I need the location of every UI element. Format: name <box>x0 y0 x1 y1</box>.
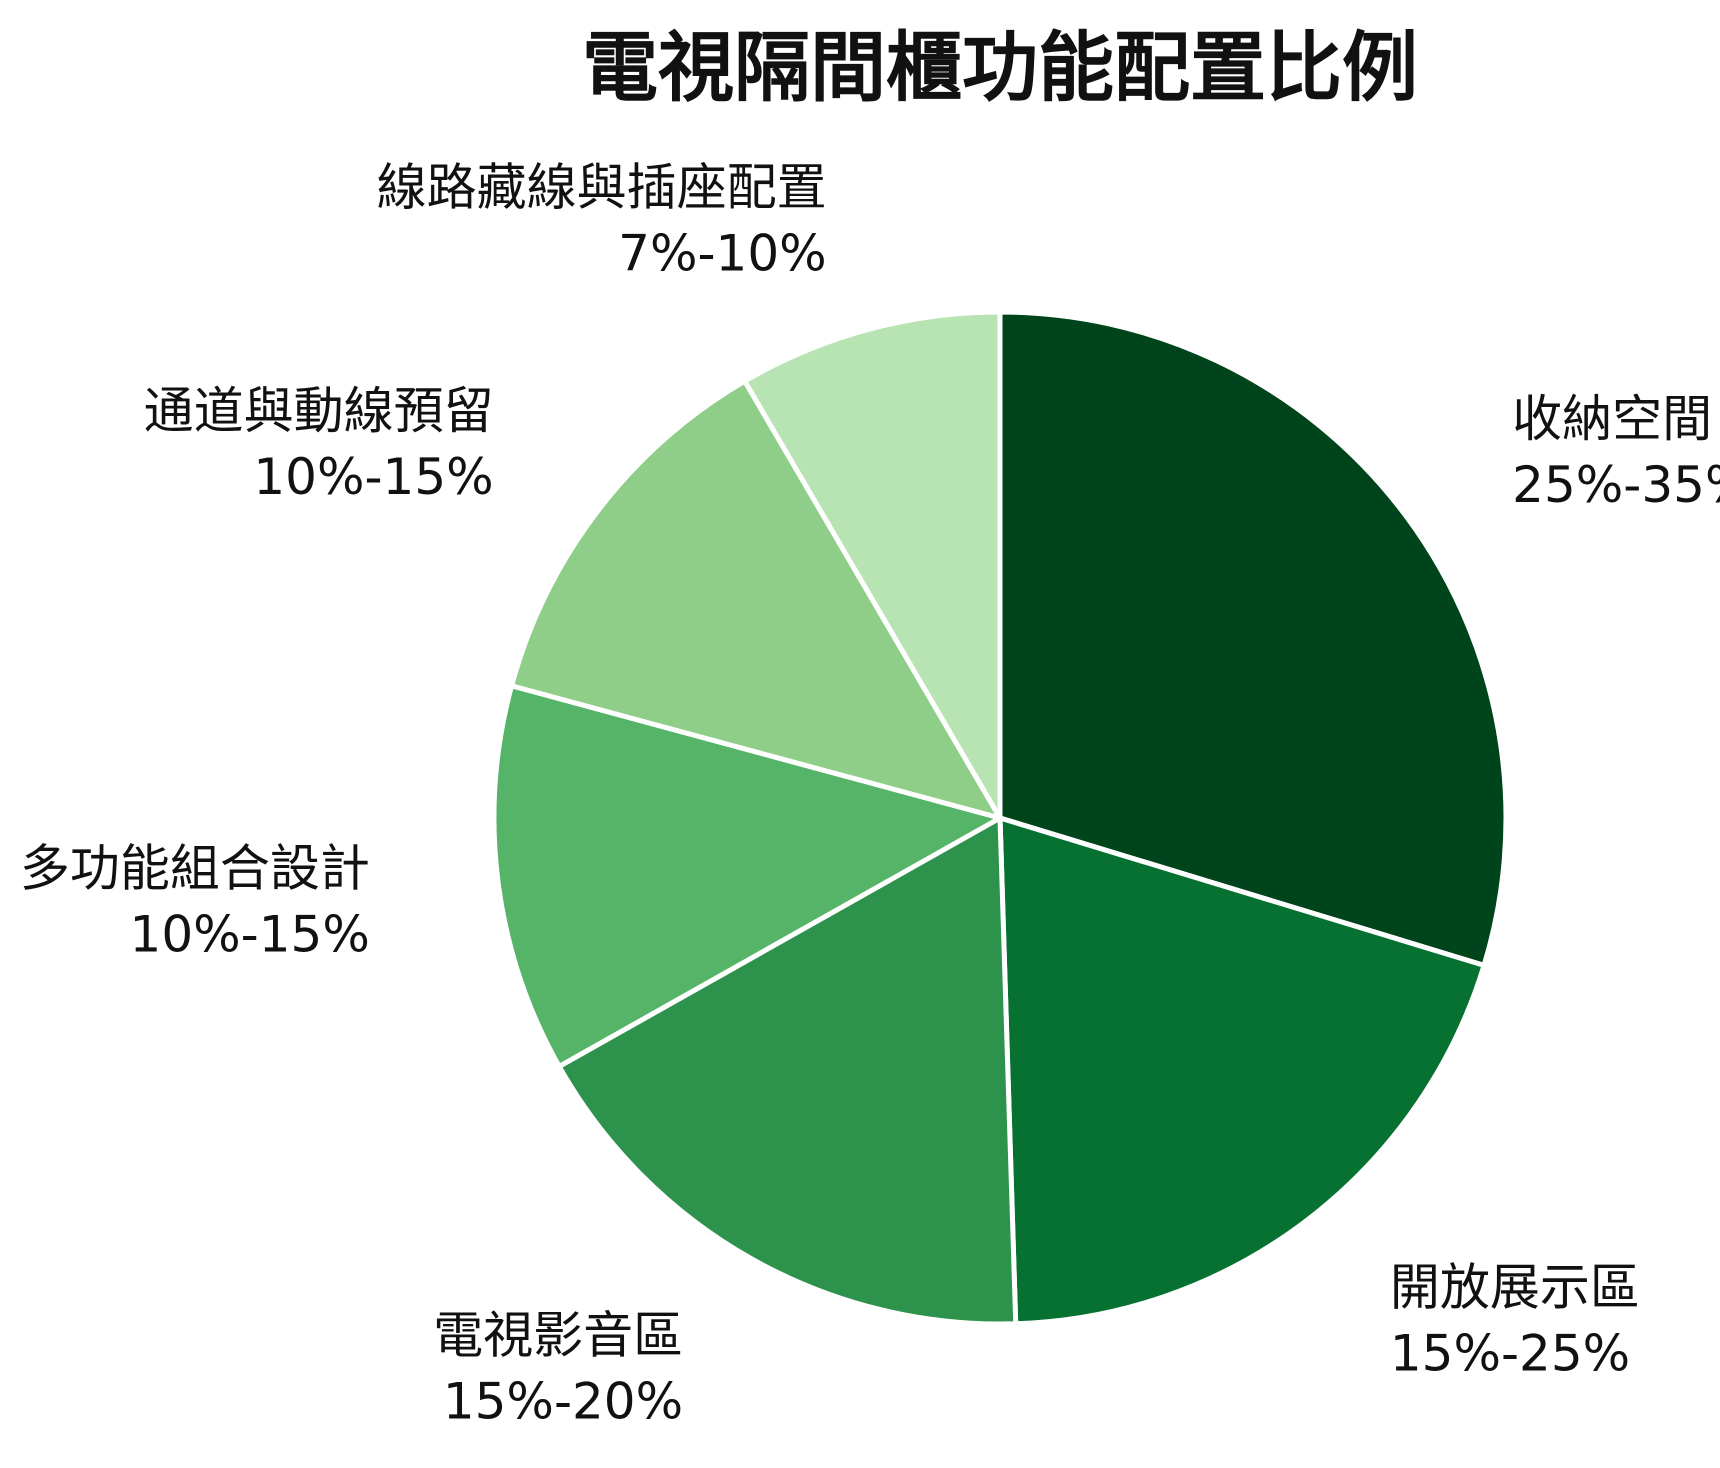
slice-range-1: 15%-25% <box>1390 1324 1630 1382</box>
chart-title: 電視隔間櫃功能配置比例 <box>582 23 1418 112</box>
slice-range-4: 10%-15% <box>253 448 493 506</box>
slice-label-4: 通道與動線預留 <box>144 382 494 440</box>
slice-label-3: 多功能組合設計 <box>20 840 370 898</box>
slice-range-3: 10%-15% <box>130 906 370 964</box>
pie-slices <box>491 309 1509 1327</box>
slice-range-2: 15%-20% <box>443 1372 683 1430</box>
slice-range-5: 7%-10% <box>618 225 827 283</box>
pie-slice-0 <box>997 309 1509 968</box>
pie-slice-2 <box>556 815 1019 1327</box>
slice-label-0: 收納空間 <box>1512 390 1712 448</box>
slice-label-5: 線路藏線與插座配置 <box>377 159 827 217</box>
slice-labels: 收納空間 25%-35% 開放展示區 15%-25% 電視影音區 15%-20% 多功能組合… <box>20 159 1720 1431</box>
slice-range-0: 25%-35% <box>1512 456 1720 514</box>
slice-label-1: 開放展示區 <box>1390 1258 1640 1316</box>
pie-slice-4 <box>509 378 1003 821</box>
pie-slice-5 <box>742 309 1003 821</box>
pie-slice-1 <box>997 815 1487 1327</box>
pie-slice-3 <box>491 683 1003 1069</box>
slice-label-2: 電視影音區 <box>433 1306 683 1364</box>
